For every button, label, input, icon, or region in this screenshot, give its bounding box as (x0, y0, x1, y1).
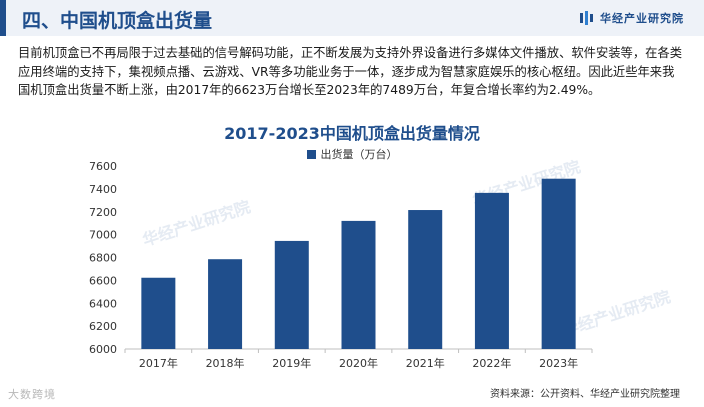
y-tick-label: 6400 (89, 297, 117, 310)
y-tick-label: 7400 (89, 183, 117, 196)
bar (541, 178, 576, 349)
x-tick-label: 2022年 (472, 356, 511, 370)
page-title: 四、中国机顶盒出货量 (22, 10, 213, 32)
y-tick-label: 6800 (89, 252, 117, 265)
source-note: 资料来源：公开资料、华经产业研究院整理 (490, 389, 680, 400)
bar (141, 277, 176, 349)
brand: 华经产业研究院 (580, 10, 684, 26)
legend: 出货量（万台） (0, 146, 704, 162)
x-tick-label: 2020年 (339, 356, 378, 370)
bar (341, 220, 376, 349)
header-accent (0, 0, 6, 36)
x-tick-label: 2018年 (206, 356, 245, 370)
description: 目前机顶盒已不再局限于过去基础的信号解码功能，正不断发展为支持外界设备进行多媒体… (18, 44, 686, 100)
x-tick-label: 2017年 (139, 356, 178, 370)
x-tick-label: 2023年 (539, 356, 578, 370)
description-text: 目前机顶盒已不再局限于过去基础的信号解码功能，正不断发展为支持外界设备进行多媒体… (18, 46, 683, 97)
footer-logo-text: 大数跨境 (8, 388, 56, 401)
x-tick-label: 2021年 (406, 356, 445, 370)
x-tick-label: 2019年 (272, 356, 311, 370)
bar (408, 210, 443, 349)
bar (474, 192, 509, 349)
chart-title: 2017-2023中国机顶盒出货量情况 (224, 124, 480, 143)
header-bar: 四、中国机顶盒出货量 华经产业研究院 (0, 0, 704, 36)
legend-label: 出货量（万台） (320, 148, 398, 161)
y-tick-label: 7600 (89, 160, 117, 173)
y-tick-label: 7000 (89, 229, 117, 242)
y-tick-label: 6000 (89, 343, 117, 356)
bar (274, 240, 309, 349)
y-tick-label: 6600 (89, 274, 117, 287)
brand-logo-icon (580, 11, 593, 25)
y-tick-label: 6200 (89, 320, 117, 333)
brand-name: 华经产业研究院 (600, 12, 684, 25)
legend-swatch (306, 149, 316, 159)
bar (208, 259, 243, 349)
y-tick-label: 7200 (89, 206, 117, 219)
